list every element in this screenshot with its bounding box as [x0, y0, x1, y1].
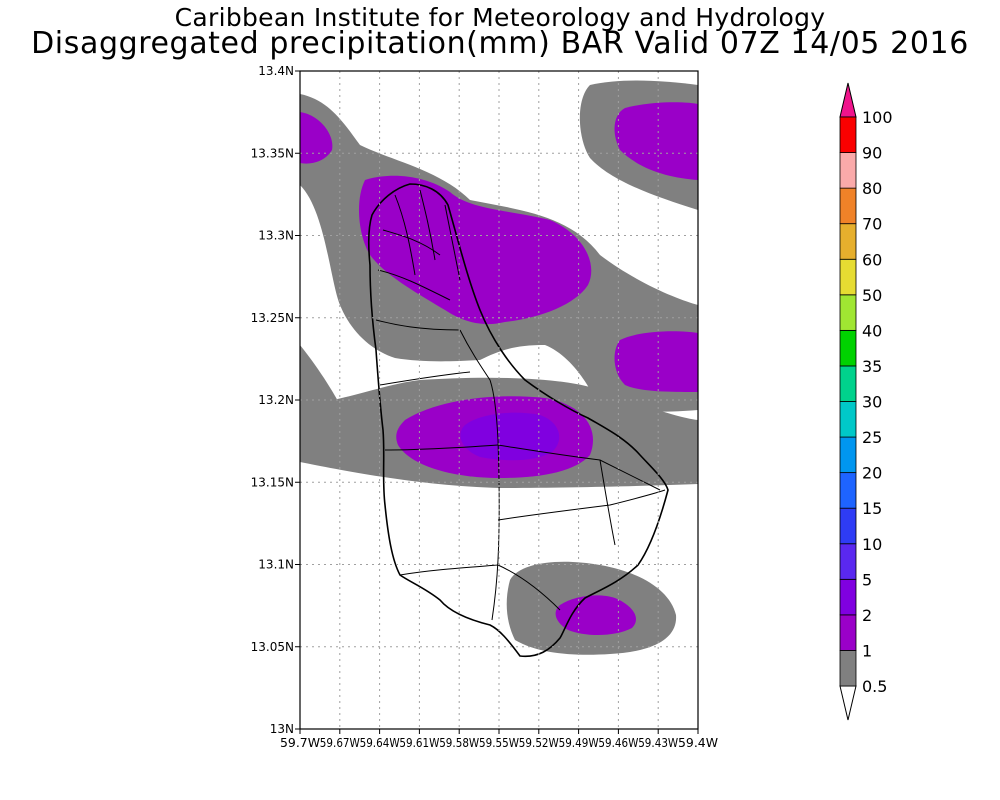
colorbar-swatch: [839, 472, 857, 509]
lat-tick-label: 13.4N: [258, 64, 294, 78]
colorbar-swatch: [839, 258, 857, 296]
map-title-product: Disaggregated precipitation(mm) BAR Vali…: [31, 26, 969, 61]
colorbar-swatch: [839, 116, 857, 153]
colorbar-level-label: 0.5: [862, 677, 887, 696]
parish-boundaries: [375, 189, 666, 621]
colorbar-swatch: [839, 436, 857, 474]
colorbar-level-label: 15: [862, 499, 882, 518]
lon-tick-label: 59.43W: [638, 736, 678, 750]
colorbar-swatch: [839, 614, 857, 651]
lon-tick-label: 59.49W: [559, 736, 599, 750]
lat-tick-label: 13.3N: [258, 229, 294, 243]
colorbar-swatch: [839, 187, 857, 225]
island-coastline: [367, 183, 669, 658]
lat-tick-label: 13.35N: [251, 146, 294, 160]
colorbar-swatch: [839, 223, 857, 260]
lat-tick-label: 13N: [270, 722, 294, 736]
colorbar-swatch: [839, 507, 857, 545]
shading-1mm-northeast: [614, 102, 698, 180]
shading-1mm-south: [555, 595, 636, 636]
lat-tick-label: 13.05N: [251, 640, 294, 654]
longitude-axis: 59.7W 59.67W 59.64W 59.61W 59.58W 59.55W 59.52…: [280, 729, 718, 750]
shading-1mm-north: [358, 175, 592, 325]
lon-tick-label: 59.55W: [479, 736, 519, 750]
lon-tick-label: 59.7W: [280, 736, 320, 750]
lon-tick-label: 59.52W: [519, 736, 559, 750]
shading-2mm-central-core: [460, 412, 560, 461]
shading-1mm-northwest-edge: [300, 112, 333, 164]
lat-tick-label: 13.25N: [251, 311, 294, 325]
colorbar-swatch: [839, 401, 857, 438]
colorbar-swatch: [839, 329, 857, 367]
lat-tick-label: 13.15N: [251, 475, 294, 489]
colorbar-above-range-triangle: [839, 82, 857, 118]
colorbar-swatch: [839, 650, 857, 687]
colorbar-level-label: 2: [862, 606, 872, 625]
colorbar-swatch: [839, 152, 857, 189]
colorbar-level-label: 25: [862, 428, 882, 447]
lat-tick-label: 13.1N: [258, 558, 294, 572]
lon-tick-label: 59.46W: [598, 736, 638, 750]
colorbar-level-label: 60: [862, 250, 882, 269]
colorbar-level-label: 70: [862, 215, 882, 234]
colorbar-level-label: 5: [862, 570, 872, 589]
colorbar-below-range-triangle: [839, 685, 857, 721]
latitude-axis: 13.4N 13.35N 13.3N 13.25N 13.2N 13.15N 13.1N 13…: [251, 64, 300, 736]
colorbar-level-label: 30: [862, 393, 882, 412]
lon-tick-label: 59.58W: [439, 736, 479, 750]
colorbar-swatch: [839, 294, 857, 331]
colorbar-level-label: 50: [862, 286, 882, 305]
shading-1mm-east: [614, 331, 698, 392]
colorbar-swatch: [839, 543, 857, 580]
colorbar-level-label: 80: [862, 179, 882, 198]
colorbar-level-label: 35: [862, 357, 882, 376]
lat-tick-label: 13.2N: [258, 393, 294, 407]
colorbar-level-label: 1: [862, 641, 872, 660]
colorbar-swatch: [839, 365, 857, 402]
colorbar-level-label: 20: [862, 464, 882, 483]
colorbar-level-label: 40: [862, 321, 882, 340]
lon-tick-label: 59.4W: [678, 736, 718, 750]
shading-0.5mm-west: [300, 345, 340, 405]
colorbar-level-label: 90: [862, 144, 882, 163]
colorbar-level-label: 100: [862, 108, 893, 127]
lon-tick-label: 59.67W: [320, 736, 360, 750]
lon-tick-label: 59.64W: [360, 736, 400, 750]
map-title-institute: Caribbean Institute for Meteorology and …: [174, 3, 826, 32]
colorbar-level-label: 10: [862, 535, 882, 554]
lon-tick-label: 59.61W: [399, 736, 439, 750]
colorbar-swatch: [839, 578, 857, 616]
